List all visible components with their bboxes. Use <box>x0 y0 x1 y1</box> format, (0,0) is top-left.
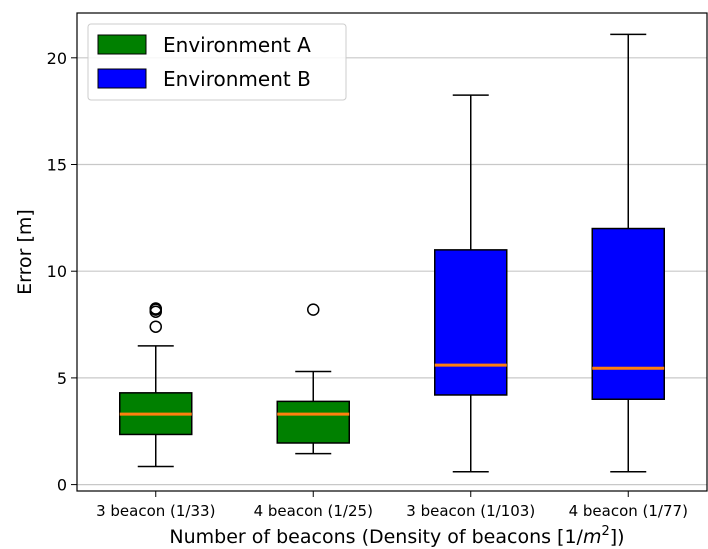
outlier-point <box>149 302 162 315</box>
plot-frame <box>76 12 708 492</box>
box-3 <box>434 94 508 473</box>
box-4 <box>591 33 665 473</box>
x-axis-ticks: 3 beacon (1/33) 4 beacon (1/25) 3 beacon (… <box>96 491 688 520</box>
x-tick-label: 4 beacon (1/25) <box>254 502 373 520</box>
y-tick-label: 20 <box>47 49 67 68</box>
y-tick-label: 15 <box>47 156 67 175</box>
y-tick-label: 0 <box>57 476 67 495</box>
box-iqr <box>591 227 665 400</box>
outlier-point <box>307 303 320 316</box>
outlier-point <box>149 320 162 333</box>
legend-swatch-environment-a <box>97 34 147 55</box>
box-2 <box>276 303 350 455</box>
box-1 <box>119 302 193 468</box>
legend: Environment A Environment B <box>87 23 347 101</box>
y-axis-ticks: 0 5 10 15 20 <box>47 49 77 495</box>
legend-swatch-environment-b <box>97 68 147 89</box>
box-plot-boxes <box>119 33 665 473</box>
x-tick-label: 3 beacon (1/33) <box>96 502 215 520</box>
legend-label-environment-a: Environment A <box>163 33 311 57</box>
x-tick-label: 3 beacon (1/103) <box>406 502 535 520</box>
legend-label-environment-b: Environment B <box>163 67 311 91</box>
box-iqr <box>276 400 350 444</box>
x-axis-label: Number of beacons (Density of beacons [1… <box>169 524 624 548</box>
y-tick-label: 10 <box>47 262 67 281</box>
legend-frame <box>87 23 347 101</box>
x-tick-label: 4 beacon (1/77) <box>569 502 688 520</box>
box-iqr <box>434 249 508 396</box>
y-axis-label: Error [m] <box>14 209 36 295</box>
y-tick-label: 5 <box>57 369 67 388</box>
